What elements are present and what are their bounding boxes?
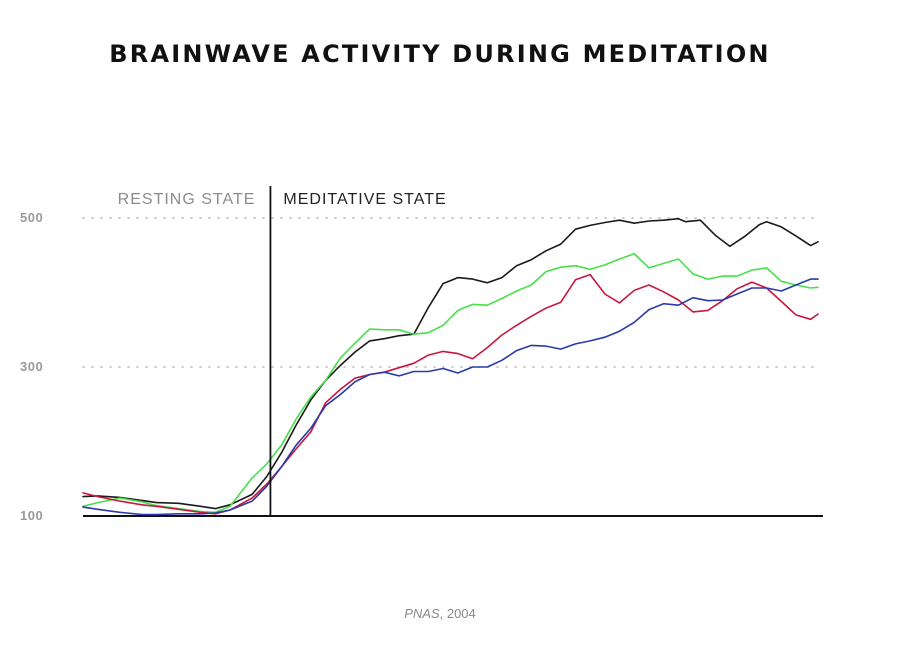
- source-name: PNAS: [404, 606, 440, 621]
- series-line-black: [82, 217, 819, 510]
- chart-title: BRAINWAVE ACTIVITY DURING MEDITATION: [109, 40, 771, 68]
- y-tick-label-500: 500: [20, 210, 43, 225]
- data-series: [82, 217, 819, 516]
- series-line-blue: [82, 278, 819, 516]
- series-line-red: [82, 273, 819, 515]
- gridlines: [82, 217, 819, 368]
- y-tick-label-300: 300: [20, 359, 43, 374]
- resting-state-label: RESTING STATE: [118, 191, 256, 208]
- axes: 100 300 500: [20, 210, 823, 523]
- y-tick-label-100: 100: [20, 508, 43, 523]
- annotations: RESTING STATE MEDITATIVE STATE: [118, 186, 446, 516]
- meditative-state-label: MEDITATIVE STATE: [283, 191, 446, 208]
- series-line-green: [82, 253, 819, 514]
- source-credit: PNAS, 2004: [0, 606, 880, 621]
- source-year: , 2004: [439, 606, 476, 621]
